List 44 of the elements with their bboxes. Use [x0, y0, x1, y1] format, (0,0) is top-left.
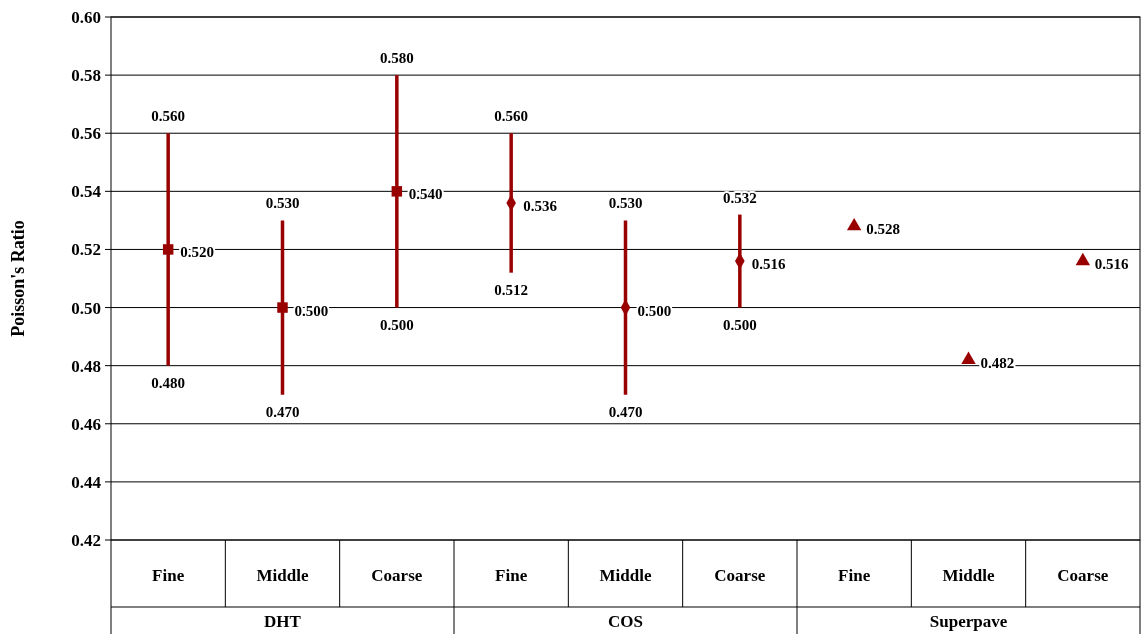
x-tick-label: Middle — [256, 566, 309, 585]
annotation: 0.532 — [722, 189, 757, 206]
data-label: 0.528 — [866, 221, 900, 238]
x-tick-label: Fine — [495, 566, 528, 585]
annotation: 0.480 — [151, 374, 186, 391]
text: Superpave — [929, 612, 1008, 631]
annotation: 0.500 — [379, 316, 414, 333]
x-tick-label: Coarse — [714, 566, 766, 585]
y-axis-title: Poisson's Ratio — [8, 220, 28, 337]
text: COS — [608, 612, 643, 631]
x-tick-label: Fine — [152, 566, 185, 585]
x-tick-label: Middle — [942, 566, 995, 585]
point — [277, 302, 288, 313]
y-tick-label: 0.54 — [71, 182, 102, 202]
annotation: 0.500 — [722, 316, 757, 333]
x-tick-label: Coarse — [1057, 566, 1109, 585]
point — [391, 186, 403, 197]
y-tick-label: 0.52 — [71, 240, 101, 260]
y-tick-label: 0.42 — [71, 531, 101, 550]
y-tick-label: 0.58 — [71, 66, 101, 86]
annotation: 0.470 — [265, 403, 300, 420]
data-label: 0.516 — [1094, 256, 1130, 273]
x-tick-label: Coarse — [371, 566, 423, 585]
annotation: 0.530 — [608, 195, 643, 212]
x-tick-label: Middle — [599, 566, 652, 585]
data-label: 0.536 — [523, 197, 558, 214]
annotation: 0.560 — [151, 108, 186, 125]
point — [961, 351, 976, 365]
point — [1075, 252, 1091, 266]
text: DHT — [264, 612, 302, 631]
annotation: 0.470 — [608, 403, 643, 420]
data-label: 0.516 — [751, 256, 787, 273]
y-tick-label: 0.56 — [71, 124, 101, 144]
annotation: 0.580 — [379, 50, 414, 67]
point — [162, 244, 174, 255]
x-tick-label: Fine — [838, 566, 871, 585]
y-tick-label: 0.50 — [71, 298, 101, 318]
y-tick-label: 0.46 — [71, 414, 101, 434]
y-tick-label: 0.44 — [71, 472, 102, 492]
annotation: 0.560 — [494, 108, 529, 125]
annotation: 0.530 — [265, 195, 300, 212]
y-tick-label: 0.48 — [71, 356, 101, 376]
y-tick-label: 0.60 — [71, 8, 101, 27]
annotation: 0.512 — [494, 281, 529, 298]
